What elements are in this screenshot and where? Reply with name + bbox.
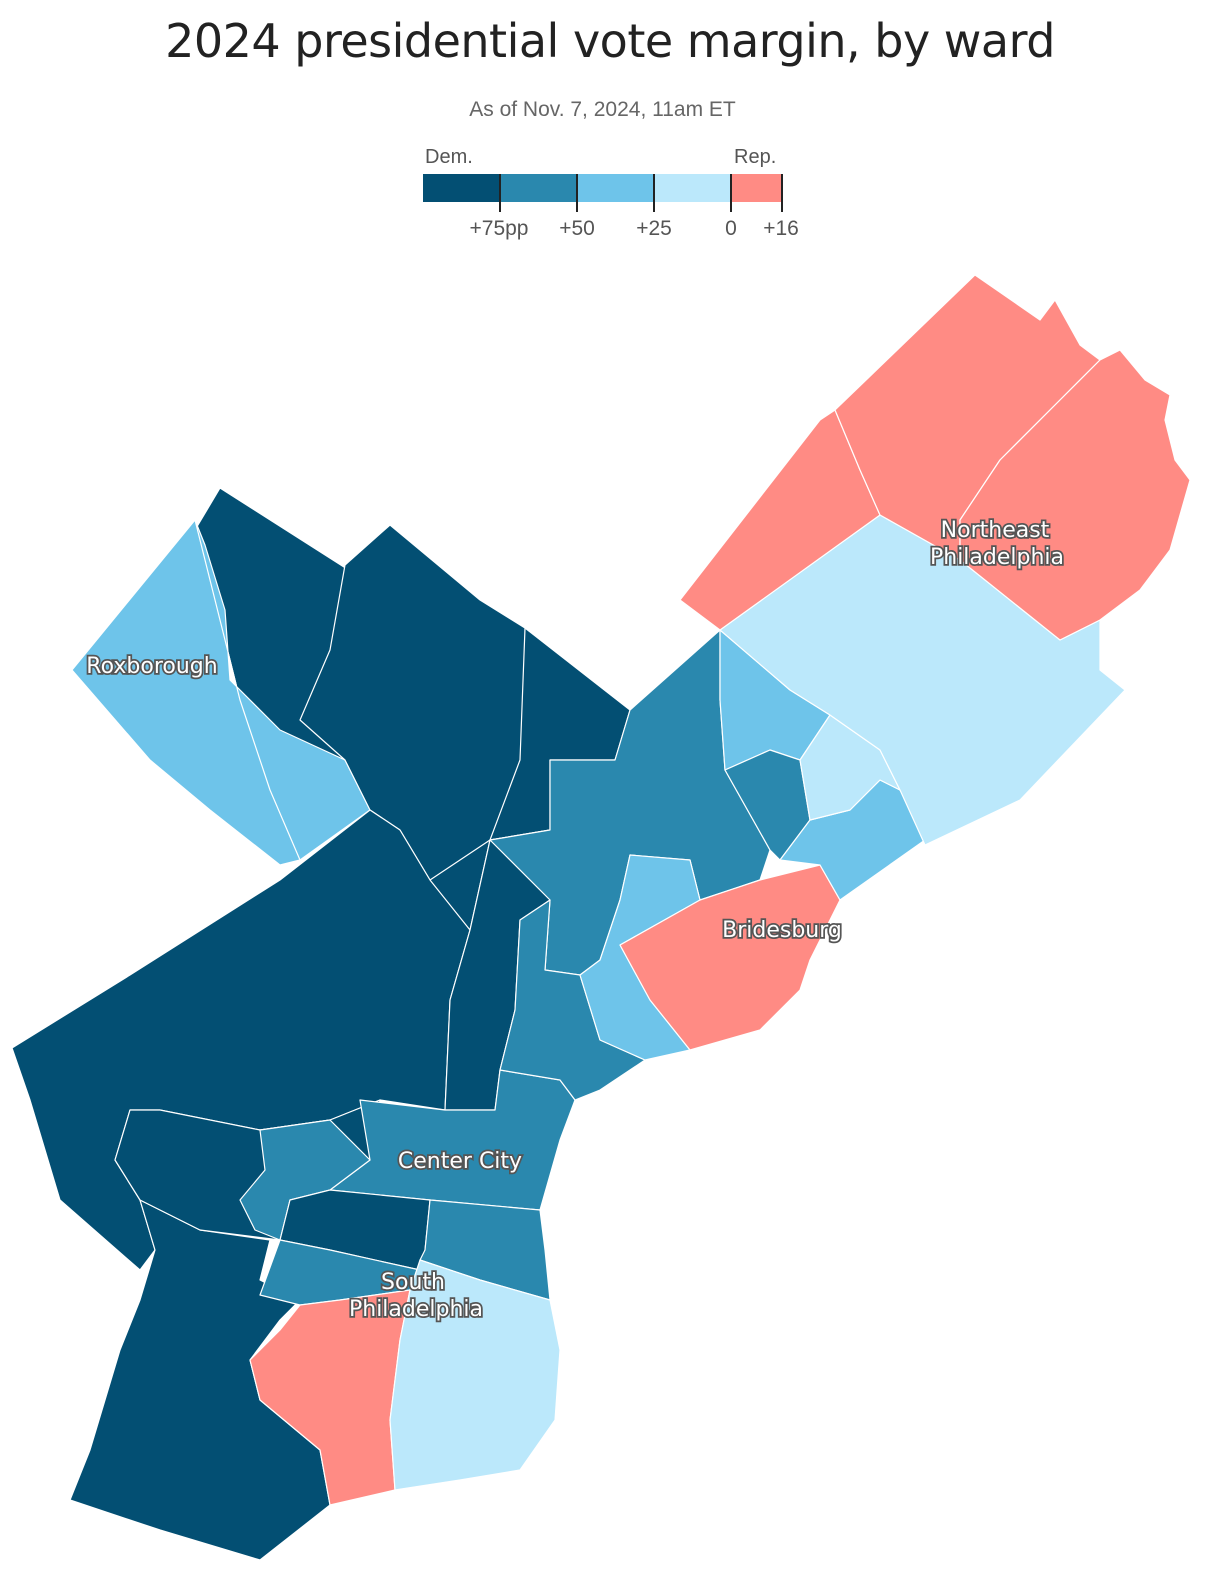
legend-tick bbox=[576, 174, 578, 212]
place-label-bridesburg: Bridesburg bbox=[722, 918, 842, 943]
legend-tick-label: +16 bbox=[763, 217, 799, 240]
legend-swatch-dem-25-50 bbox=[577, 174, 654, 202]
legend-tick bbox=[653, 174, 655, 212]
place-label-center-city: Center City bbox=[398, 1149, 522, 1174]
place-label-northeast-line2: Philadelphia bbox=[930, 545, 1064, 570]
ward-south-philadelphia-east[interactable] bbox=[389, 1259, 561, 1491]
legend-dem-label: Dem. bbox=[425, 146, 473, 168]
page-subtitle: As of Nov. 7, 2024, 11am ET bbox=[469, 98, 736, 121]
place-label-south-line1: South bbox=[381, 1270, 445, 1295]
ward-far-northeast-b[interactable] bbox=[959, 349, 1191, 641]
legend-swatch-dem-0-25 bbox=[654, 174, 731, 202]
ward-bridesburg[interactable] bbox=[619, 864, 841, 1051]
legend-swatch-dem-75-plus bbox=[423, 174, 500, 202]
ward-south-philadelphia-rep[interactable] bbox=[249, 1289, 411, 1506]
legend-tick bbox=[730, 174, 732, 212]
place-label-northeast-line1: Northeast bbox=[941, 518, 1050, 543]
legend-tick-label: 0 bbox=[725, 217, 737, 240]
legend-swatch-dem-50-75 bbox=[500, 174, 577, 202]
page-title: 2024 presidential vote margin, by ward bbox=[165, 14, 1055, 68]
legend-tick bbox=[499, 174, 501, 212]
legend-tick bbox=[781, 174, 783, 212]
color-legend: Dem. Rep. +75pp +50 +25 0 +16 bbox=[0, 0, 1220, 260]
legend-rep-label: Rep. bbox=[734, 146, 777, 168]
legend-tick-label: +75pp bbox=[469, 217, 529, 240]
place-label-south-line2: Philadelphia bbox=[349, 1297, 483, 1322]
legend-tick-label: +25 bbox=[636, 217, 672, 240]
legend-swatch-rep-0-16 bbox=[731, 174, 782, 202]
legend-tick-label: +50 bbox=[559, 217, 595, 240]
place-label-roxborough: Roxborough bbox=[86, 654, 217, 679]
